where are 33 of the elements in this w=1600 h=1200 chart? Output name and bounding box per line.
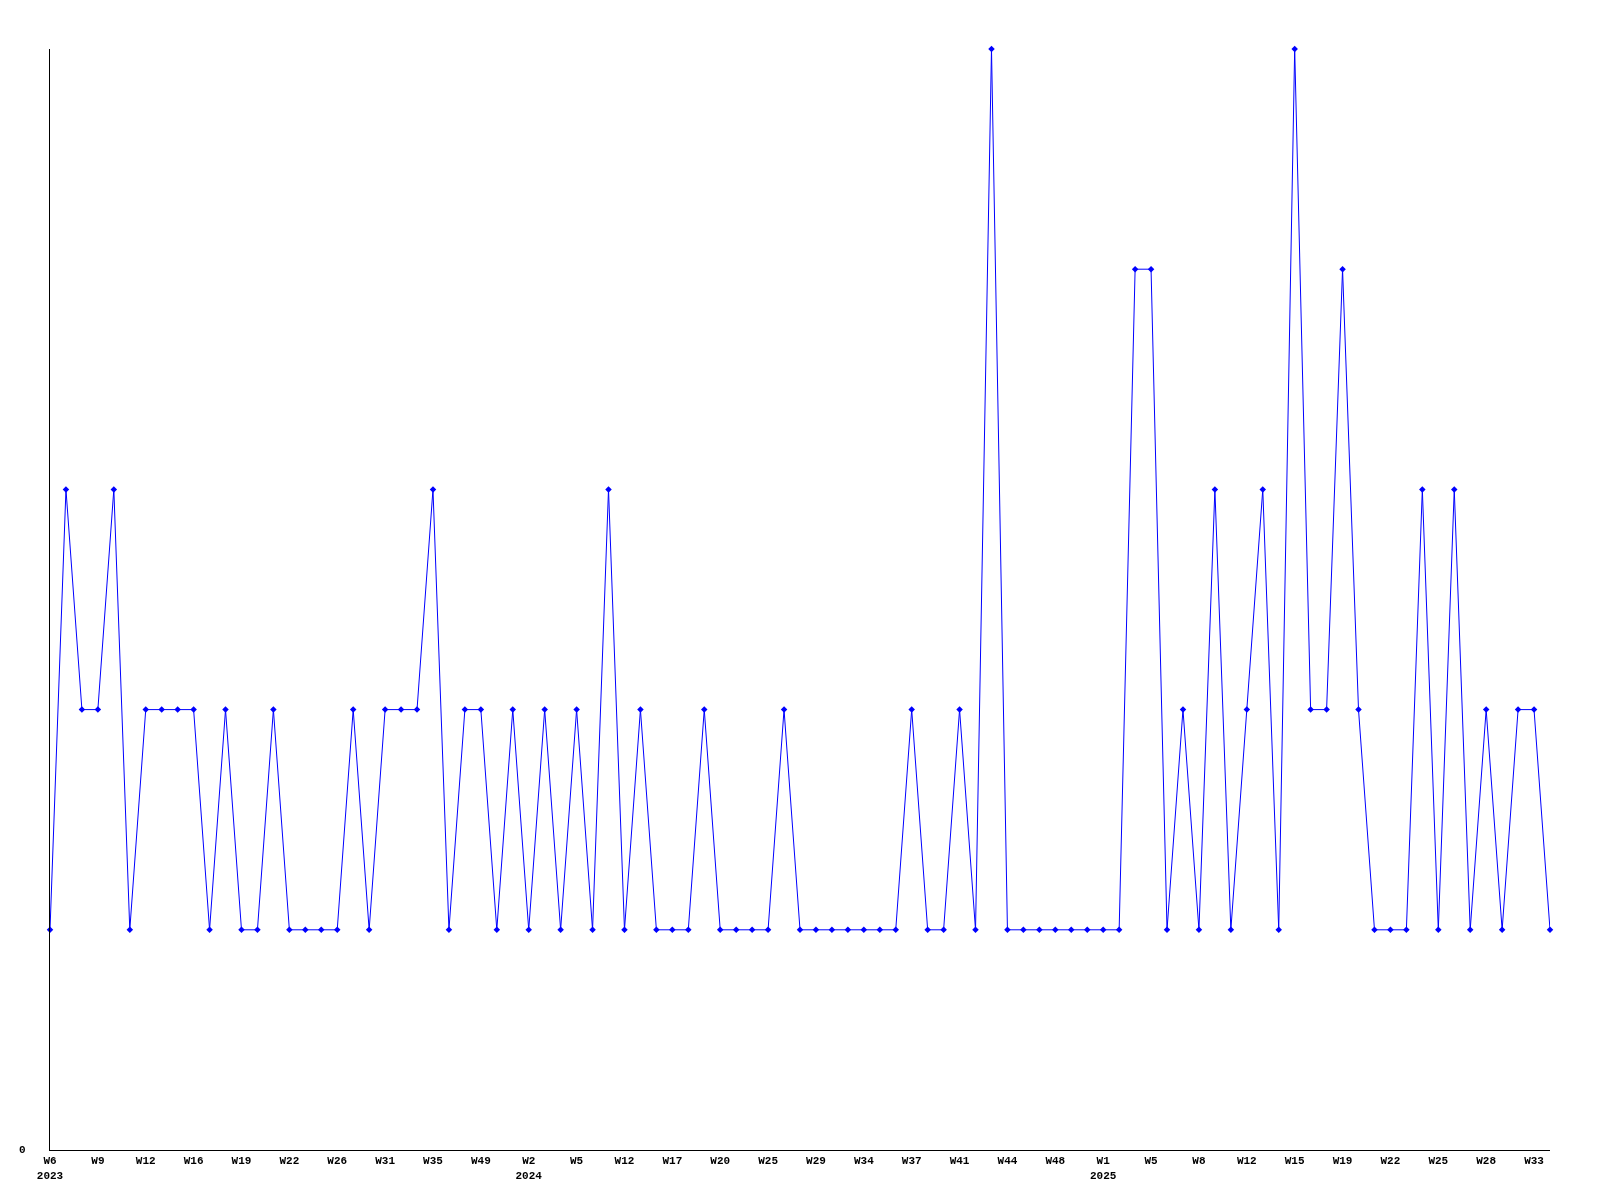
x-tick-label: W26	[327, 1155, 348, 1168]
x-tick-label: W44	[997, 1155, 1018, 1168]
x-tick-label: W5	[1144, 1155, 1159, 1168]
x-tick-label: W12	[614, 1155, 635, 1168]
x-tick-label: W20	[710, 1155, 731, 1168]
x-tick-label: W15	[1284, 1155, 1305, 1168]
x-tick-label: W19	[1332, 1155, 1353, 1168]
x-tick-label: W12	[1236, 1155, 1257, 1168]
x-tick-label: W17	[662, 1155, 683, 1168]
x-tick-label: W22	[1380, 1155, 1401, 1168]
x-tick-label: W12	[135, 1155, 156, 1168]
x-tick-label: W25	[758, 1155, 779, 1168]
x-tick-label: W1 2025	[1089, 1155, 1117, 1182]
x-tick-label: W22	[279, 1155, 300, 1168]
x-tick-label: W5	[570, 1155, 584, 1168]
x-tick-label: W6 2023	[36, 1155, 64, 1182]
x-tick-label: W31	[375, 1155, 396, 1168]
x-tick-label: W28	[1476, 1155, 1497, 1168]
x-tick-label: W49	[470, 1155, 491, 1168]
x-tick-label: W19	[231, 1155, 252, 1168]
x-tick-label: W9	[91, 1155, 105, 1168]
x-tick-label: W34	[853, 1155, 875, 1168]
x-tick-label: W2 2024	[515, 1155, 543, 1182]
x-tick-label: W41	[949, 1155, 970, 1168]
x-tick-label: W16	[183, 1155, 204, 1168]
x-tick-label: W33	[1524, 1155, 1545, 1168]
x-tick-label: W48	[1045, 1155, 1066, 1168]
x-tick-label: W25	[1428, 1155, 1449, 1168]
x-tick-label: W8	[1192, 1155, 1206, 1168]
x-tick-label: W37	[901, 1155, 922, 1168]
x-tick-label: W35	[423, 1155, 444, 1168]
text: 0	[19, 1144, 26, 1156]
x-tick-label: W29	[806, 1155, 826, 1168]
